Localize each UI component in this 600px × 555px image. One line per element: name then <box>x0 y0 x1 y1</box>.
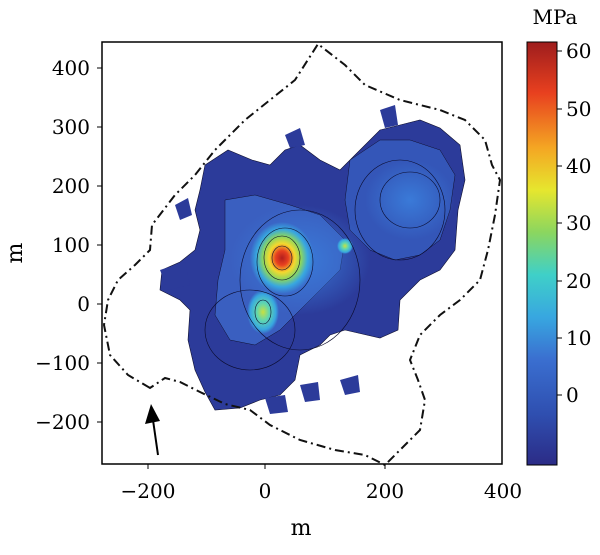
north-arrow-icon <box>145 404 160 456</box>
boundary-outline <box>102 42 502 467</box>
svg-text:30: 30 <box>566 211 591 235</box>
stress-zone-mid-2 <box>365 160 455 240</box>
svg-text:100: 100 <box>52 233 90 257</box>
svg-text:50: 50 <box>566 97 591 121</box>
y-tick: 0 <box>77 292 102 316</box>
colorbar-tick: 50 <box>557 97 591 121</box>
colorbar: MPa 60 50 40 30 20 10 0 <box>526 5 591 466</box>
stress-blob-south <box>340 375 360 395</box>
svg-text:0: 0 <box>259 479 272 503</box>
stress-blob-west <box>175 198 192 220</box>
colorbar-gradient <box>526 41 558 466</box>
svg-text:10: 10 <box>566 326 591 350</box>
svg-text:60: 60 <box>566 39 591 63</box>
stress-blob-north2 <box>285 128 305 148</box>
stress-blob-south2 <box>300 382 320 402</box>
y-tick: 300 <box>52 115 102 139</box>
colorbar-tick: 40 <box>557 154 591 178</box>
x-tick: 200 <box>366 464 404 503</box>
svg-text:40: 40 <box>566 154 591 178</box>
x-axis-label: m <box>291 516 312 541</box>
x-tick: −200 <box>121 464 176 503</box>
stress-hotspot-minor <box>337 238 353 254</box>
svg-text:−200: −200 <box>35 410 90 434</box>
colorbar-tick: 20 <box>557 269 591 293</box>
colorbar-tick: 0 <box>557 383 579 407</box>
y-tick: 400 <box>52 56 102 80</box>
svg-text:0: 0 <box>566 383 579 407</box>
y-tick: −200 <box>35 410 102 434</box>
stress-blob-south3 <box>265 395 288 414</box>
x-tick: 400 <box>484 479 522 503</box>
y-axis-label: m <box>3 242 28 263</box>
svg-text:400: 400 <box>484 479 522 503</box>
svg-text:200: 200 <box>366 479 404 503</box>
svg-text:−100: −100 <box>35 351 90 375</box>
x-tick: 0 <box>259 464 272 503</box>
colorbar-tick: 30 <box>557 211 591 235</box>
stress-blob-north <box>380 105 398 128</box>
stress-hotspot-main <box>250 222 314 294</box>
svg-text:−200: −200 <box>121 479 176 503</box>
stress-hotspot-secondary <box>247 290 279 334</box>
y-tick: −100 <box>35 351 102 375</box>
y-axis: 400 300 200 100 0 −100 −200 <box>35 56 102 434</box>
colorbar-tick: 10 <box>557 326 591 350</box>
svg-text:200: 200 <box>52 174 90 198</box>
contour-lines <box>204 159 446 371</box>
stress-blob-sw <box>160 262 190 290</box>
x-axis: −200 0 200 400 <box>121 464 522 503</box>
y-tick: 200 <box>52 174 102 198</box>
svg-text:300: 300 <box>52 115 90 139</box>
y-tick: 100 <box>52 233 102 257</box>
svg-text:400: 400 <box>52 56 90 80</box>
colorbar-tick: 60 <box>557 39 591 63</box>
svg-text:0: 0 <box>77 292 90 316</box>
svg-text:20: 20 <box>566 269 591 293</box>
colorbar-label: MPa <box>533 5 578 29</box>
